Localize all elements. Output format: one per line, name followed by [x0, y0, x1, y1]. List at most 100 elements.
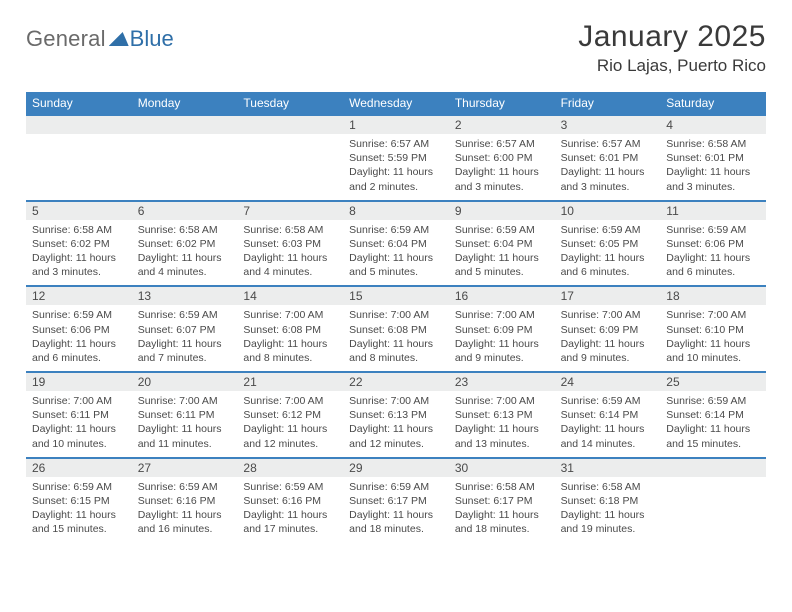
calendar-cell: 20Sunrise: 7:00 AMSunset: 6:11 PMDayligh… — [132, 373, 238, 457]
sunset-text: Sunset: 6:01 PM — [666, 151, 760, 165]
sunrise-text: Sunrise: 6:58 AM — [138, 223, 232, 237]
sunset-text: Sunset: 6:02 PM — [138, 237, 232, 251]
page: General Blue January 2025 Rio Lajas, Pue… — [0, 0, 792, 542]
sunrise-text: Sunrise: 7:00 AM — [455, 308, 549, 322]
dayname-thursday: Thursday — [449, 92, 555, 114]
daylight-text: Daylight: 11 hours and 6 minutes. — [561, 251, 655, 279]
calendar-cell: 28Sunrise: 6:59 AMSunset: 6:16 PMDayligh… — [237, 459, 343, 543]
calendar-cell: 10Sunrise: 6:59 AMSunset: 6:05 PMDayligh… — [555, 202, 661, 286]
daylight-text: Daylight: 11 hours and 9 minutes. — [561, 337, 655, 365]
sunrise-text: Sunrise: 7:00 AM — [666, 308, 760, 322]
calendar-cell-content: Sunrise: 6:57 AMSunset: 6:00 PMDaylight:… — [449, 134, 555, 200]
calendar-cell: 29Sunrise: 6:59 AMSunset: 6:17 PMDayligh… — [343, 459, 449, 543]
calendar-cell: 16Sunrise: 7:00 AMSunset: 6:09 PMDayligh… — [449, 287, 555, 371]
daylight-text: Daylight: 11 hours and 10 minutes. — [32, 422, 126, 450]
calendar-cell-content: Sunrise: 7:00 AMSunset: 6:13 PMDaylight:… — [449, 391, 555, 457]
calendar-cell-content: Sunrise: 7:00 AMSunset: 6:10 PMDaylight:… — [660, 305, 766, 371]
sunset-text: Sunset: 6:15 PM — [32, 494, 126, 508]
calendar-day-number: 10 — [555, 202, 661, 220]
calendar-row: 26Sunrise: 6:59 AMSunset: 6:15 PMDayligh… — [26, 457, 766, 543]
daylight-text: Daylight: 11 hours and 3 minutes. — [561, 165, 655, 193]
sunrise-text: Sunrise: 6:59 AM — [455, 223, 549, 237]
calendar-day-number: 13 — [132, 287, 238, 305]
calendar-day-number: 19 — [26, 373, 132, 391]
sunrise-text: Sunrise: 6:57 AM — [349, 137, 443, 151]
sunset-text: Sunset: 6:02 PM — [32, 237, 126, 251]
daylight-text: Daylight: 11 hours and 3 minutes. — [666, 165, 760, 193]
sunset-text: Sunset: 6:12 PM — [243, 408, 337, 422]
calendar-cell — [26, 116, 132, 200]
sunset-text: Sunset: 6:11 PM — [32, 408, 126, 422]
sunrise-text: Sunrise: 6:59 AM — [138, 308, 232, 322]
calendar-day-number: 11 — [660, 202, 766, 220]
sunset-text: Sunset: 6:17 PM — [455, 494, 549, 508]
calendar-cell — [660, 459, 766, 543]
sunset-text: Sunset: 6:06 PM — [666, 237, 760, 251]
sunrise-text: Sunrise: 6:59 AM — [243, 480, 337, 494]
sunset-text: Sunset: 6:13 PM — [349, 408, 443, 422]
calendar-day-number: 8 — [343, 202, 449, 220]
dayname-tuesday: Tuesday — [237, 92, 343, 114]
calendar-day-number: 18 — [660, 287, 766, 305]
sunrise-text: Sunrise: 6:59 AM — [666, 394, 760, 408]
calendar-cell-content: Sunrise: 6:58 AMSunset: 6:02 PMDaylight:… — [26, 220, 132, 286]
calendar-cell-content: Sunrise: 6:58 AMSunset: 6:18 PMDaylight:… — [555, 477, 661, 543]
title-block: January 2025 Rio Lajas, Puerto Rico — [578, 20, 766, 76]
calendar-cell: 14Sunrise: 7:00 AMSunset: 6:08 PMDayligh… — [237, 287, 343, 371]
calendar-cell: 9Sunrise: 6:59 AMSunset: 6:04 PMDaylight… — [449, 202, 555, 286]
daylight-text: Daylight: 11 hours and 6 minutes. — [666, 251, 760, 279]
calendar-row: 12Sunrise: 6:59 AMSunset: 6:06 PMDayligh… — [26, 285, 766, 371]
daylight-text: Daylight: 11 hours and 5 minutes. — [455, 251, 549, 279]
calendar-day-number: 4 — [660, 116, 766, 134]
logo-mark-icon — [109, 32, 129, 46]
calendar: Sunday Monday Tuesday Wednesday Thursday… — [26, 92, 766, 542]
sunrise-text: Sunrise: 6:59 AM — [138, 480, 232, 494]
sunset-text: Sunset: 6:10 PM — [666, 323, 760, 337]
calendar-cell: 22Sunrise: 7:00 AMSunset: 6:13 PMDayligh… — [343, 373, 449, 457]
sunrise-text: Sunrise: 7:00 AM — [243, 394, 337, 408]
calendar-cell-content — [26, 134, 132, 192]
calendar-cell-content: Sunrise: 6:59 AMSunset: 6:14 PMDaylight:… — [555, 391, 661, 457]
calendar-day-number: 17 — [555, 287, 661, 305]
daylight-text: Daylight: 11 hours and 18 minutes. — [455, 508, 549, 536]
sunrise-text: Sunrise: 6:59 AM — [666, 223, 760, 237]
daylight-text: Daylight: 11 hours and 16 minutes. — [138, 508, 232, 536]
calendar-cell-content: Sunrise: 6:59 AMSunset: 6:05 PMDaylight:… — [555, 220, 661, 286]
sunrise-text: Sunrise: 6:59 AM — [349, 223, 443, 237]
daylight-text: Daylight: 11 hours and 14 minutes. — [561, 422, 655, 450]
calendar-day-number — [26, 116, 132, 134]
calendar-body: 1Sunrise: 6:57 AMSunset: 5:59 PMDaylight… — [26, 114, 766, 542]
calendar-cell: 2Sunrise: 6:57 AMSunset: 6:00 PMDaylight… — [449, 116, 555, 200]
daylight-text: Daylight: 11 hours and 10 minutes. — [666, 337, 760, 365]
sunrise-text: Sunrise: 7:00 AM — [561, 308, 655, 322]
sunrise-text: Sunrise: 6:59 AM — [561, 223, 655, 237]
calendar-cell-content — [660, 477, 766, 535]
logo: General Blue — [26, 20, 174, 52]
calendar-cell-content: Sunrise: 6:57 AMSunset: 5:59 PMDaylight:… — [343, 134, 449, 200]
calendar-cell: 4Sunrise: 6:58 AMSunset: 6:01 PMDaylight… — [660, 116, 766, 200]
sunset-text: Sunset: 6:08 PM — [349, 323, 443, 337]
daylight-text: Daylight: 11 hours and 12 minutes. — [349, 422, 443, 450]
dayname-monday: Monday — [132, 92, 238, 114]
calendar-cell: 21Sunrise: 7:00 AMSunset: 6:12 PMDayligh… — [237, 373, 343, 457]
calendar-cell: 24Sunrise: 6:59 AMSunset: 6:14 PMDayligh… — [555, 373, 661, 457]
calendar-cell-content: Sunrise: 7:00 AMSunset: 6:11 PMDaylight:… — [132, 391, 238, 457]
calendar-cell-content: Sunrise: 7:00 AMSunset: 6:08 PMDaylight:… — [343, 305, 449, 371]
sunrise-text: Sunrise: 6:58 AM — [32, 223, 126, 237]
calendar-cell-content: Sunrise: 6:59 AMSunset: 6:17 PMDaylight:… — [343, 477, 449, 543]
calendar-day-number: 28 — [237, 459, 343, 477]
calendar-cell-content: Sunrise: 6:59 AMSunset: 6:16 PMDaylight:… — [237, 477, 343, 543]
sunrise-text: Sunrise: 6:58 AM — [243, 223, 337, 237]
sunset-text: Sunset: 6:05 PM — [561, 237, 655, 251]
sunset-text: Sunset: 6:14 PM — [666, 408, 760, 422]
calendar-cell: 26Sunrise: 6:59 AMSunset: 6:15 PMDayligh… — [26, 459, 132, 543]
calendar-cell-content: Sunrise: 7:00 AMSunset: 6:09 PMDaylight:… — [449, 305, 555, 371]
calendar-cell: 12Sunrise: 6:59 AMSunset: 6:06 PMDayligh… — [26, 287, 132, 371]
calendar-cell-content: Sunrise: 6:59 AMSunset: 6:04 PMDaylight:… — [343, 220, 449, 286]
calendar-cell-content — [132, 134, 238, 192]
sunrise-text: Sunrise: 6:58 AM — [455, 480, 549, 494]
header: General Blue January 2025 Rio Lajas, Pue… — [26, 20, 766, 76]
calendar-cell-content: Sunrise: 6:59 AMSunset: 6:15 PMDaylight:… — [26, 477, 132, 543]
calendar-cell-content: Sunrise: 6:57 AMSunset: 6:01 PMDaylight:… — [555, 134, 661, 200]
daylight-text: Daylight: 11 hours and 19 minutes. — [561, 508, 655, 536]
